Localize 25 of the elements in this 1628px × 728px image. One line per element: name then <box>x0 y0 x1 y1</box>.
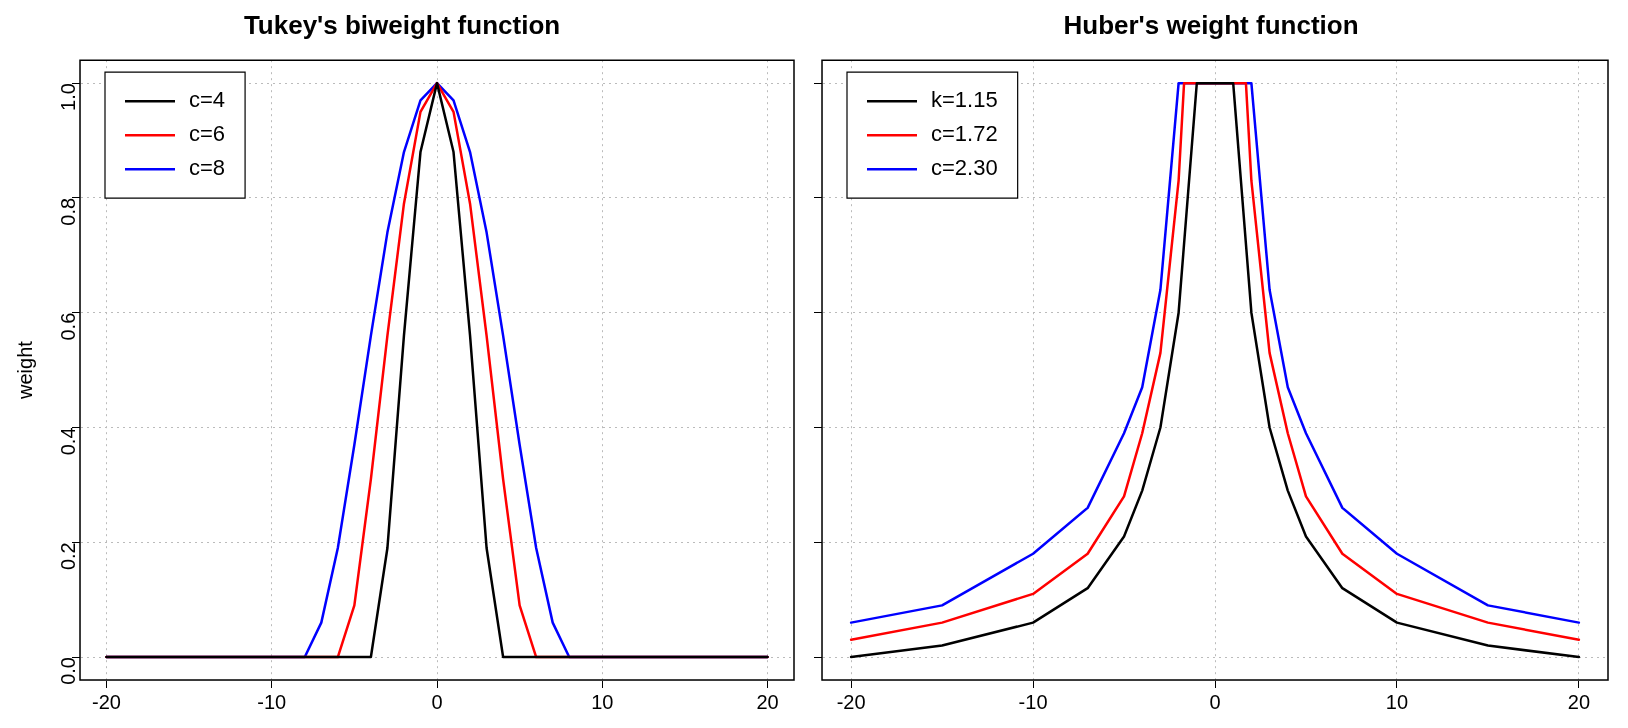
legend-label: c=1.72 <box>931 121 998 147</box>
legend-label: c=8 <box>189 155 226 181</box>
x-tick-label: 0 <box>431 690 443 713</box>
chart-title: Tukey's biweight function <box>243 9 561 40</box>
x-tick-label: -10 <box>1018 690 1048 713</box>
y-tick-label: 0.8 <box>56 197 79 226</box>
y-tick-label: 1.0 <box>56 83 79 111</box>
y-tick-label: 0.0 <box>56 657 79 685</box>
x-tick-label: 10 <box>591 690 614 713</box>
x-tick-label: -20 <box>836 690 866 713</box>
y-tick-label: 0.6 <box>56 312 79 341</box>
chart-title: Huber's weight function <box>1063 9 1359 40</box>
x-tick-label: 20 <box>1567 690 1591 713</box>
x-tick-label: 10 <box>1385 690 1409 713</box>
x-tick-label: -10 <box>257 690 287 713</box>
legend-label: c=4 <box>189 87 226 113</box>
legend-label: k=1.15 <box>931 87 998 113</box>
legend-label: c=2.30 <box>931 155 998 181</box>
legend-label: c=6 <box>189 121 226 147</box>
y-tick-label: 0.2 <box>56 542 79 571</box>
x-tick-label: 20 <box>756 690 779 713</box>
x-tick-label: 0 <box>1209 690 1221 713</box>
y-tick-label: 0.4 <box>56 427 79 456</box>
y-axis-title: weight <box>13 340 36 401</box>
x-tick-label: -20 <box>91 690 121 713</box>
